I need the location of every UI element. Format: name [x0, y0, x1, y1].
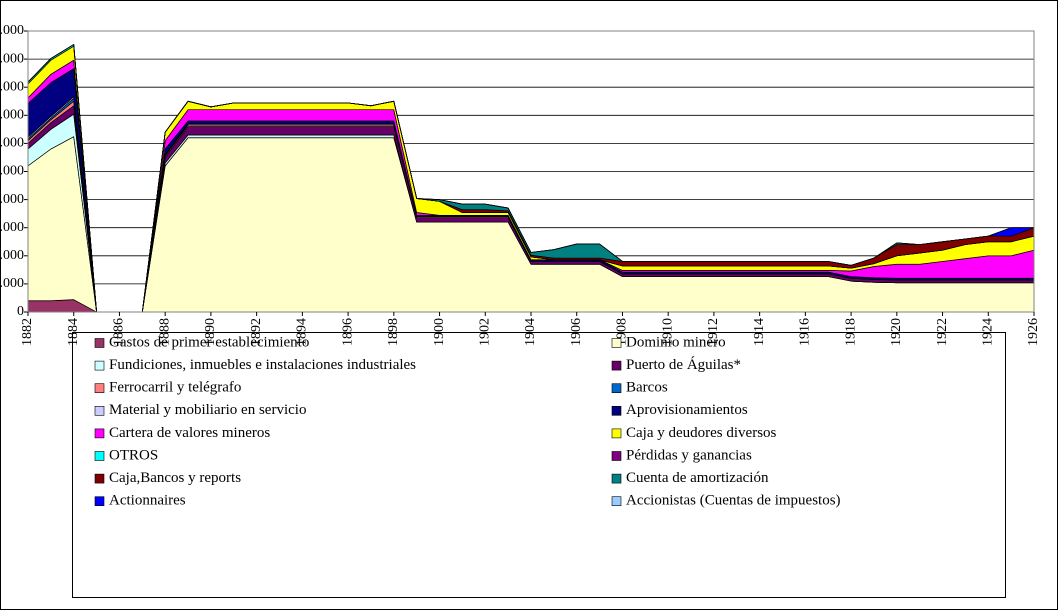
y-tick-label: 20.000.000 — [0, 192, 24, 207]
legend-label: Cuenta de amortización — [626, 470, 769, 486]
x-tick-label: 1888 — [157, 318, 172, 346]
legend-label: Cartera de valores mineros — [109, 425, 270, 441]
legend-label: OTROS — [109, 447, 158, 463]
legend-swatch — [94, 473, 105, 484]
x-tick-label: 1922 — [935, 318, 950, 346]
legend-swatch — [94, 405, 105, 416]
y-tick-label: 15.000.000 — [0, 220, 24, 235]
legend-swatch — [611, 451, 622, 461]
legend-swatch — [611, 338, 622, 348]
y-tick-label: 10.000.000 — [0, 248, 24, 263]
y-tick-label: 30.000.000 — [0, 136, 24, 151]
y-tick-label: 0 — [17, 304, 24, 319]
x-tick-label: 1886 — [112, 318, 127, 346]
x-tick-label: 1884 — [66, 318, 81, 346]
legend-swatch — [94, 428, 105, 439]
y-tick-label: 5.000.000 — [0, 276, 24, 291]
x-tick-label: 1904 — [523, 318, 538, 346]
legend-swatch — [94, 360, 105, 371]
legend-swatch — [94, 338, 105, 348]
x-tick-label: 1892 — [249, 318, 264, 346]
x-tick-label: 1924 — [980, 318, 995, 346]
legend-label: Barcos — [626, 380, 668, 396]
legend-swatch — [611, 496, 622, 507]
x-tick-label: 1900 — [432, 318, 447, 346]
x-tick-label: 1918 — [843, 318, 858, 346]
x-tick-label: 1914 — [752, 318, 767, 346]
y-tick-label: 40.000.000 — [0, 79, 24, 94]
x-tick-label: 1912 — [706, 318, 721, 346]
legend-label: Caja,Bancos y reports — [109, 470, 241, 486]
legend-label: Caja y deudores diversos — [626, 425, 777, 441]
x-tick-label: 1890 — [203, 318, 218, 346]
legend-label: Actionnaires — [109, 493, 186, 509]
legend-label: Pérdidas y ganancias — [626, 447, 752, 463]
legend-label: Puerto de Águilas* — [626, 356, 741, 373]
x-tick-label: 1882 — [20, 318, 35, 346]
legend-swatch — [94, 451, 105, 461]
x-tick-label: 1902 — [477, 318, 492, 346]
x-tick-label: 1894 — [295, 318, 310, 346]
legend-label: Material y mobiliario en servicio — [109, 402, 306, 418]
x-tick-label: 1896 — [340, 318, 355, 346]
x-tick-label: 1906 — [569, 318, 584, 346]
legend-label: Accionistas (Cuentas de impuestos) — [626, 493, 841, 509]
legend-swatch — [94, 383, 105, 394]
x-tick-label: 1926 — [1026, 318, 1041, 346]
legend-label: Dominio minero — [626, 334, 726, 350]
legend-label: Ferrocarril y telégrafo — [109, 380, 241, 396]
x-tick-label: 1920 — [889, 318, 904, 346]
y-tick-label: 50.000.000 — [0, 23, 24, 38]
legend-box — [72, 332, 1006, 598]
legend-swatch — [611, 405, 622, 416]
legend-swatch — [94, 496, 105, 507]
x-tick-label: 1910 — [660, 318, 675, 346]
x-tick-label: 1916 — [798, 318, 813, 346]
legend-swatch — [611, 428, 622, 439]
y-tick-label: 25.000.000 — [0, 164, 24, 179]
y-tick-label: 35.000.000 — [0, 108, 24, 123]
legend-label: Fundiciones, inmuebles e instalaciones i… — [109, 357, 416, 373]
y-tick-label: 45.000.000 — [0, 51, 24, 66]
x-tick-label: 1898 — [386, 318, 401, 346]
legend-label: Gastos de primer establecimiento — [109, 334, 309, 350]
legend-label: Aprovisionamientos — [626, 402, 748, 418]
legend-swatch — [611, 360, 622, 371]
legend-swatch — [611, 473, 622, 484]
legend-swatch — [611, 383, 622, 394]
